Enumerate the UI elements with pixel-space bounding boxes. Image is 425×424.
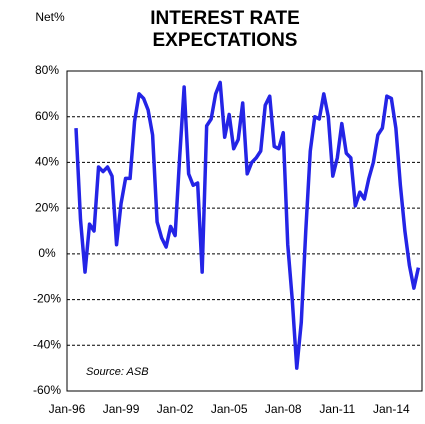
- annotation: Source: ASB: [86, 366, 149, 378]
- y-tick-label: 80%: [35, 63, 59, 77]
- x-tick-label: Jan-08: [265, 402, 302, 416]
- y-tick-label: -20%: [33, 292, 61, 306]
- y-axis-label: Net%: [35, 10, 65, 24]
- y-tick-label: 40%: [35, 155, 59, 169]
- plot-frame: [66, 70, 423, 392]
- x-tick-label: Jan-96: [49, 402, 86, 416]
- data-line: [74, 80, 421, 370]
- chart-title: INTEREST RATE EXPECTATIONS: [150, 8, 300, 51]
- x-tick-label: Jan-11: [319, 402, 355, 416]
- x-tick-label: Jan-14: [373, 402, 410, 416]
- y-tick-label: -40%: [33, 337, 61, 351]
- y-tick-label: 20%: [35, 200, 59, 214]
- y-tick-label: -60%: [33, 383, 61, 397]
- x-tick-label: Jan-99: [103, 402, 140, 416]
- x-tick-label: Jan-05: [211, 402, 248, 416]
- y-tick-label: 60%: [35, 109, 59, 123]
- x-tick-label: Jan-02: [157, 402, 194, 416]
- y-tick-label: 0%: [38, 246, 56, 260]
